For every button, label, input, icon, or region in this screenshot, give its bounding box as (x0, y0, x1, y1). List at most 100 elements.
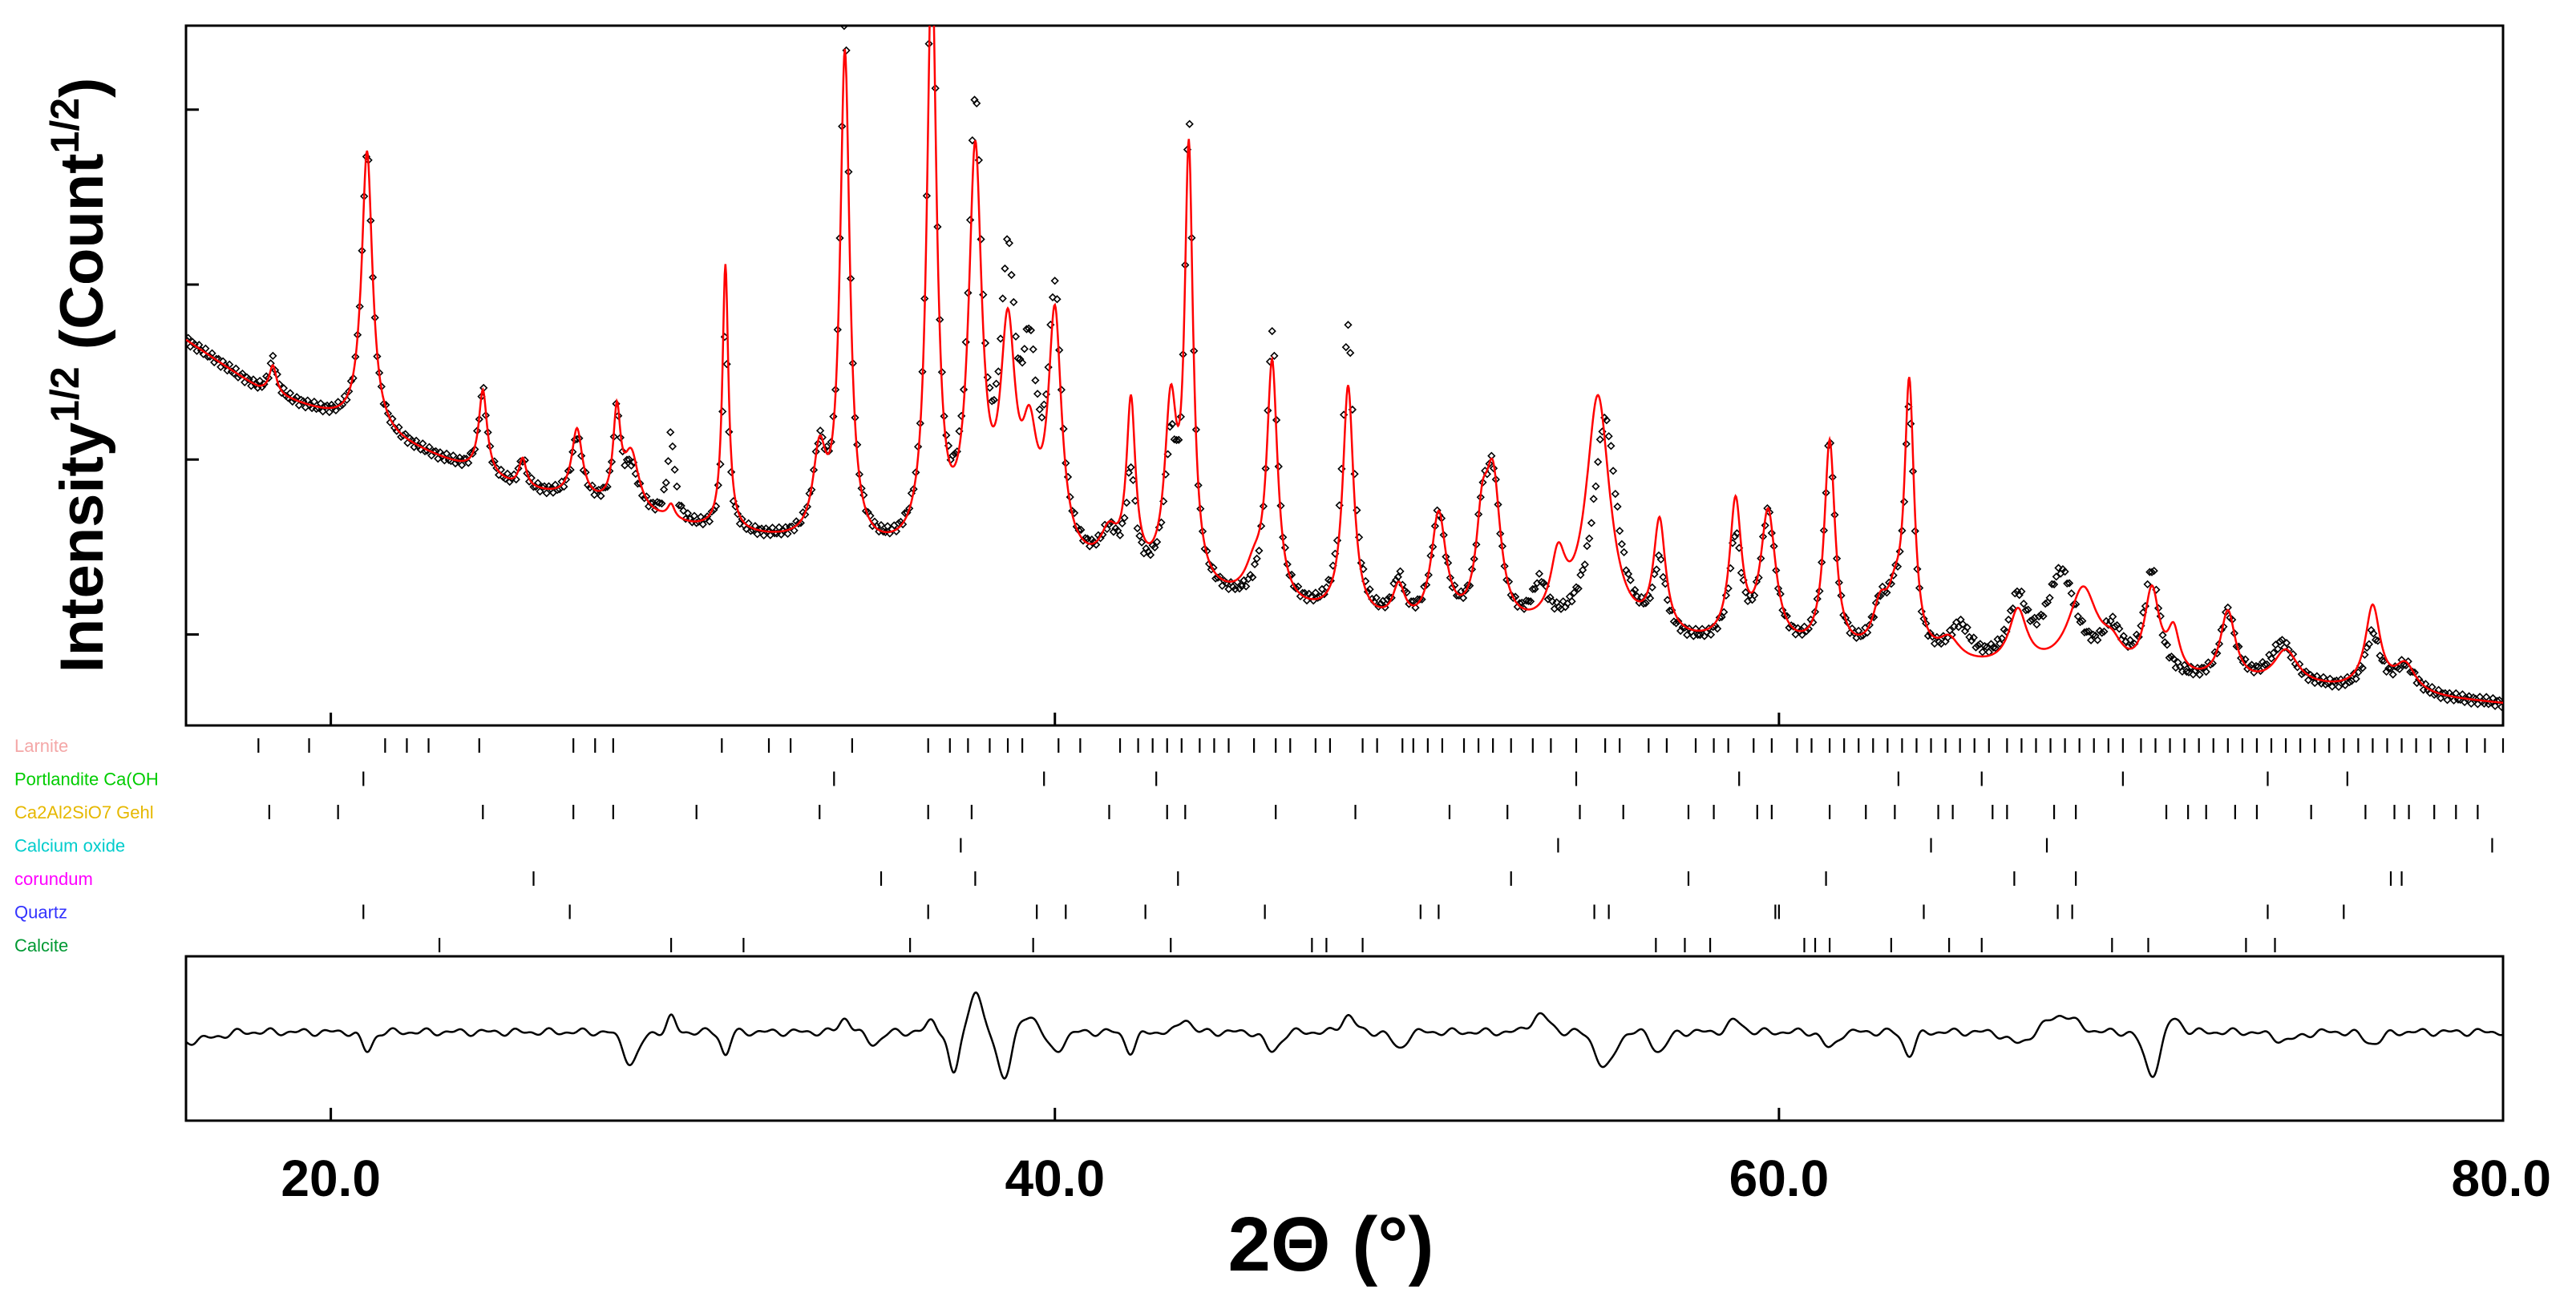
phase-row: Quartz (14, 903, 2345, 923)
observed-point (601, 483, 610, 492)
observed-point (992, 379, 1001, 388)
observed-point (2028, 615, 2037, 624)
observed-point (1991, 644, 2000, 653)
observed-point (734, 510, 742, 519)
x-tick-label: 80.0 (2451, 1149, 2551, 1207)
observed-point (2467, 699, 2476, 708)
phase-row: Larnite (14, 736, 2505, 756)
observed-point (1346, 349, 1355, 358)
observed-point (2364, 640, 2374, 648)
observed-point (2054, 564, 2063, 572)
observed-point (657, 499, 666, 508)
observed-point (1365, 585, 1374, 594)
observed-point (1048, 293, 1057, 302)
observed-point (2089, 630, 2097, 639)
observed-point (2425, 689, 2434, 697)
observed-point (2484, 700, 2493, 709)
observed-point (2180, 661, 2189, 669)
observed-point (2267, 654, 2276, 663)
observed-point (1135, 531, 1144, 540)
observed-point (429, 447, 439, 456)
observed-point (1009, 297, 1018, 307)
x-tick-labels: 20.0 40.0 60.0 80.0 (281, 1149, 2551, 1207)
observed-point (1341, 342, 1350, 352)
difference-plot-frame (184, 955, 2505, 1122)
observed-point (1270, 351, 1279, 361)
observed-point (1595, 435, 1604, 444)
observed-point (2097, 628, 2106, 637)
observed-point (2078, 616, 2087, 625)
observed-point (1035, 405, 1044, 414)
observed-point (2052, 572, 2060, 581)
observed-point (2358, 664, 2367, 673)
observed-point (2321, 680, 2330, 689)
observed-point (1539, 579, 1548, 588)
observed-point (1616, 527, 1624, 535)
observed-point (1458, 593, 1468, 603)
phase-label: Calcite (14, 935, 68, 956)
observed-point (618, 446, 627, 456)
observed-point (1574, 584, 1583, 593)
observed-point (1137, 538, 1146, 547)
observed-point (1652, 565, 1661, 574)
observed-point (1578, 565, 1587, 575)
observed-point (2497, 702, 2503, 712)
phase-label: Calcium oxide (14, 836, 125, 856)
observed-point (2048, 580, 2056, 588)
observed-point (900, 508, 909, 518)
observed-point (1559, 597, 1567, 606)
phase-label: Quartz (14, 903, 67, 923)
observed-point (2278, 636, 2287, 644)
observed-point (1611, 489, 1620, 499)
observed-point (2367, 625, 2376, 635)
observed-point (1567, 597, 1576, 606)
observed-point (1696, 630, 1705, 640)
observed-point (2049, 580, 2059, 589)
y-axis-title-sup2: 1/2 (42, 98, 87, 154)
observed-point (1294, 582, 1303, 591)
observed-point (2303, 676, 2313, 685)
observed-point (542, 489, 551, 498)
observed-point (1085, 542, 1094, 551)
observed-point (876, 520, 886, 530)
observed-point (2232, 642, 2241, 651)
observed-point (1697, 624, 1707, 633)
observed-point (266, 359, 275, 368)
observed-point (622, 455, 632, 464)
observed-point (1665, 606, 1674, 616)
observed-point (1396, 567, 1405, 576)
observed-point (1133, 523, 1142, 533)
observed-point (685, 515, 694, 523)
observed-point (2430, 690, 2439, 699)
observed-point (2011, 589, 2020, 598)
observed-point (576, 451, 586, 460)
observed-point (2067, 589, 2076, 598)
observed-point (2147, 568, 2157, 576)
observed-point (1645, 594, 1655, 603)
observed-point (2247, 661, 2256, 669)
phase-row: Ca2Al2SiO7 Gehl (14, 802, 2479, 822)
observed-point (1604, 432, 1613, 441)
observed-point (1963, 623, 1971, 632)
observed-point (668, 442, 677, 451)
observed-point (2214, 640, 2224, 648)
phase-row: corundum (14, 869, 2403, 889)
observed-point (487, 458, 497, 467)
observed-point (861, 507, 871, 515)
observed-point (1587, 519, 1596, 527)
observed-point (1580, 560, 1589, 569)
observed-point (1005, 239, 1014, 248)
observed-point (1255, 546, 1264, 556)
observed-point (1509, 593, 1518, 603)
observed-point (2206, 660, 2215, 669)
observed-point (2282, 638, 2291, 648)
observed-point (1268, 326, 1276, 336)
observed-point (325, 407, 334, 417)
observed-point (2219, 622, 2228, 631)
observed-point (1591, 482, 1600, 491)
observed-point (1672, 619, 1680, 628)
observed-point (596, 491, 605, 500)
observed-point (755, 525, 764, 534)
observed-point (1322, 583, 1331, 592)
observed-point (1975, 640, 1985, 648)
